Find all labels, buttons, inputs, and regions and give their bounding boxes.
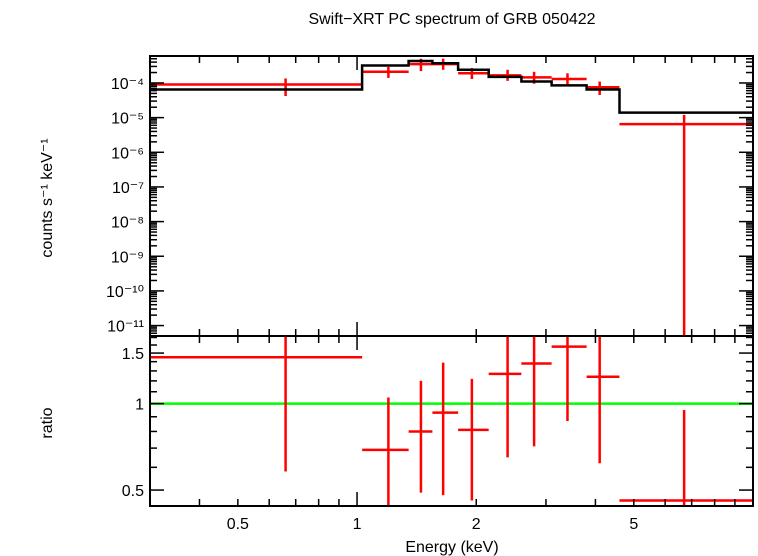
ratio-y-ticks — [150, 336, 753, 491]
spectrum-data-point-10 — [619, 114, 753, 336]
spectrum-data-point-2 — [362, 66, 409, 78]
ratio-data-point-7 — [521, 336, 552, 447]
chart-title: Swift−XRT PC spectrum of GRB 050422 — [308, 11, 595, 28]
spectrum-y-tick-label: 10⁻⁸ — [111, 215, 144, 232]
ratio-data-point-10 — [619, 410, 753, 506]
spectrum-data-point-6 — [488, 69, 522, 81]
ratio-panel: 0.5 1 1.5 0.5 1 2 5 — [122, 335, 754, 533]
ratio-data-point-6 — [488, 336, 522, 458]
x-axis-label: Energy (keV) — [405, 539, 498, 556]
x-tick-label: 2 — [472, 516, 481, 533]
ratio-data-point-2 — [362, 397, 409, 506]
ratio-y-tick-label: 0.5 — [122, 483, 144, 500]
spectrum-y-ticks — [150, 57, 753, 337]
spectrum-y-tick-label: 10⁻⁹ — [111, 249, 144, 266]
ratio-panel-frame — [149, 335, 754, 507]
x-tick-label: 5 — [629, 516, 638, 533]
spectrum-x-ticks — [149, 56, 754, 336]
x-tick-label: 1 — [353, 516, 362, 533]
spectrum-y-tick-label: 10⁻⁴ — [111, 76, 144, 93]
bottom-panel-y-axis-label: ratio — [39, 407, 56, 438]
spectrum-data-point-1 — [150, 78, 363, 97]
ratio-data-point-1 — [150, 336, 363, 472]
spectrum-y-tick-label: 10⁻¹⁰ — [106, 284, 144, 301]
ratio-data-point-9 — [586, 336, 620, 464]
spectrum-y-tick-label: 10⁻¹¹ — [107, 319, 144, 336]
ratio-data-point-5 — [458, 378, 489, 501]
ratio-y-tick-label: 1 — [135, 397, 144, 414]
ratio-data-point-8 — [551, 336, 587, 421]
spectrum-data-point-8 — [551, 73, 587, 86]
spectrum-y-tick-label: 10⁻⁷ — [112, 180, 144, 197]
ratio-y-tick-label: 1.5 — [122, 346, 144, 363]
ratio-data-point-3 — [408, 380, 433, 493]
model-step-line — [150, 59, 753, 114]
top-panel-y-axis-label: counts s⁻¹ keV⁻¹ — [39, 138, 56, 257]
spectrum-y-tick-label: 10⁻⁶ — [111, 145, 144, 162]
spectrum-y-tick-label: 10⁻⁵ — [111, 111, 144, 128]
x-tick-label: 0.5 — [227, 516, 249, 533]
spectrum-panel: 10⁻¹¹ 10⁻¹⁰ 10⁻⁹ 10⁻⁸ 10⁻⁷ 10⁻⁶ 10⁻⁵ 10⁻⁴ — [106, 55, 754, 337]
ratio-data-point-4 — [432, 362, 459, 496]
